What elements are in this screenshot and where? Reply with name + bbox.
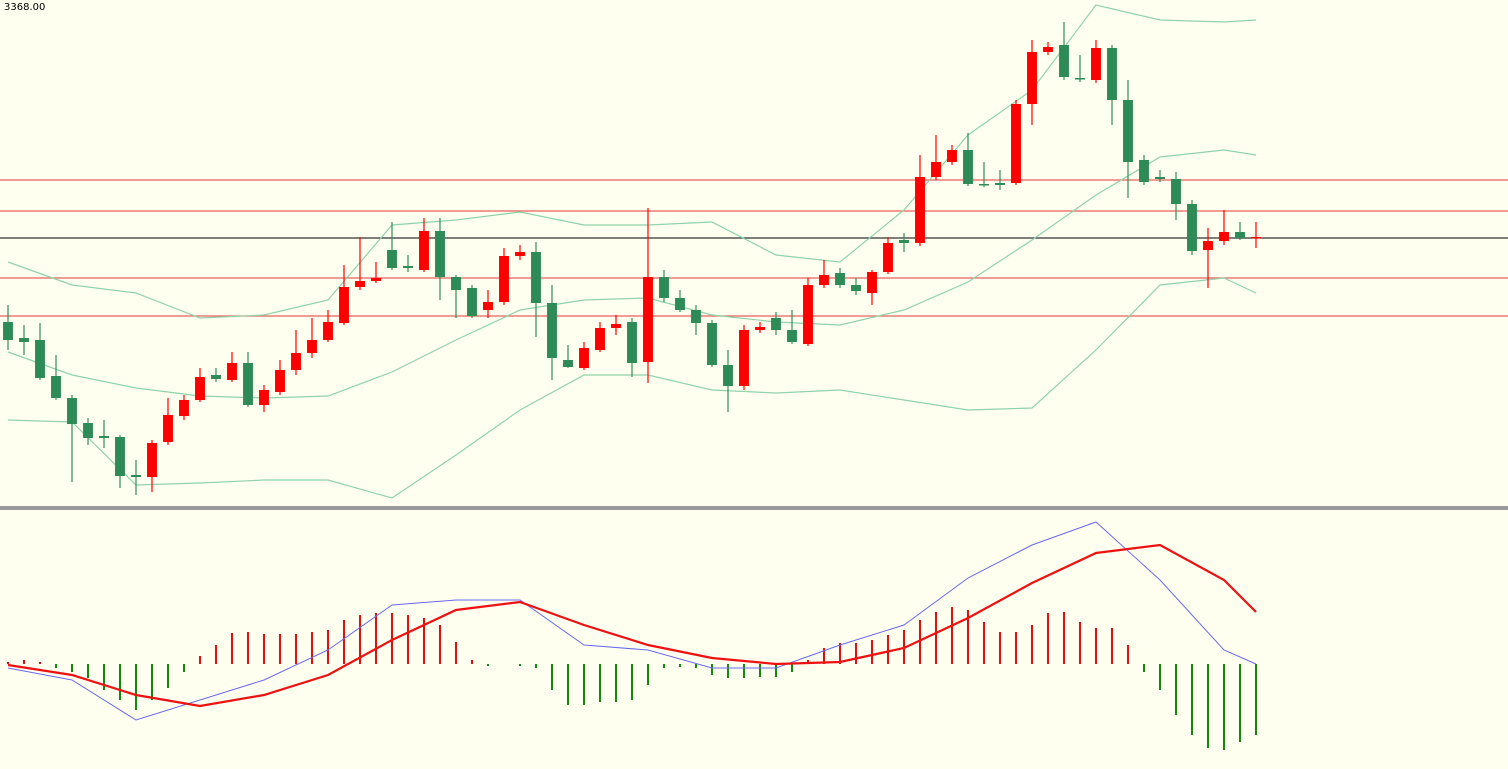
candle-body	[515, 252, 525, 256]
candle-body	[259, 390, 269, 405]
candle-body	[371, 278, 381, 281]
macd-line	[7, 521, 1257, 721]
candle-body	[643, 277, 653, 362]
candle-body	[691, 310, 701, 323]
candle-body	[899, 240, 909, 243]
candle-body	[659, 277, 669, 298]
candle-body	[1123, 100, 1133, 162]
candle-body	[835, 273, 845, 285]
candle-body	[979, 184, 989, 186]
candle-body	[1155, 177, 1165, 179]
candle-body	[819, 275, 829, 285]
candle-body	[963, 150, 973, 184]
candle-body	[1203, 241, 1213, 250]
candle-body	[1075, 78, 1085, 80]
candle-body	[67, 398, 77, 424]
candle-body	[147, 443, 157, 477]
candle-body	[947, 150, 957, 162]
candle-body	[755, 327, 765, 330]
candle-body	[803, 285, 813, 344]
candle-body	[915, 177, 925, 243]
candle-body	[1251, 237, 1261, 239]
candle-body	[291, 353, 301, 370]
candle-body	[115, 437, 125, 476]
candle-body	[1091, 48, 1101, 80]
candle-body	[3, 322, 13, 340]
candle-body	[419, 231, 429, 270]
candle-body	[563, 360, 573, 367]
candle-body	[387, 250, 397, 268]
candle-body	[739, 330, 749, 386]
candle-body	[931, 162, 941, 177]
price-label: 3368.00	[4, 2, 45, 13]
candle-body	[131, 475, 141, 477]
candle-body	[403, 266, 413, 268]
candle-body	[595, 328, 605, 350]
candle-body	[675, 298, 685, 310]
candle-body	[1107, 48, 1117, 100]
candle-body	[867, 272, 877, 293]
candle-body	[99, 436, 109, 438]
candle-body	[547, 303, 557, 358]
candle-body	[19, 338, 29, 342]
candle-body	[355, 281, 365, 287]
candle-body	[707, 323, 717, 365]
candle-body	[339, 287, 349, 323]
candle-body	[483, 302, 493, 310]
candle-body	[243, 363, 253, 405]
panel-separator	[0, 506, 1508, 510]
candle-body	[1027, 52, 1037, 104]
candle-body	[531, 252, 541, 303]
candle-body	[163, 415, 173, 442]
candle-body	[1059, 45, 1069, 77]
candle-body	[451, 277, 461, 290]
candle-body	[195, 377, 205, 400]
candle-body	[307, 340, 317, 353]
candle-body	[227, 363, 237, 380]
candle-body	[1011, 104, 1021, 183]
candle-body	[995, 183, 1005, 185]
candle-body	[1139, 160, 1149, 182]
candle-body	[275, 370, 285, 392]
candle-body	[499, 256, 509, 302]
candle-body	[1043, 47, 1053, 52]
candle-body	[771, 318, 781, 330]
candle-body	[787, 330, 797, 342]
candle-body	[323, 322, 333, 340]
candle-body	[611, 324, 621, 328]
candle-body	[1187, 204, 1197, 251]
candle-body	[179, 400, 189, 416]
candle-body	[627, 322, 637, 363]
candle-body	[883, 243, 893, 272]
macd-line	[7, 543, 1257, 708]
candle-body	[51, 376, 61, 398]
candle-body	[1171, 179, 1181, 204]
candle-body	[1219, 232, 1229, 241]
candle-body	[851, 285, 861, 291]
candle-body	[435, 231, 445, 277]
candle-body	[35, 340, 45, 378]
candle-body	[723, 365, 733, 386]
candle-body	[1235, 232, 1245, 238]
candle-body	[467, 288, 477, 316]
candle-body	[579, 348, 589, 368]
candle-body	[83, 423, 93, 438]
candle-body	[211, 375, 221, 379]
